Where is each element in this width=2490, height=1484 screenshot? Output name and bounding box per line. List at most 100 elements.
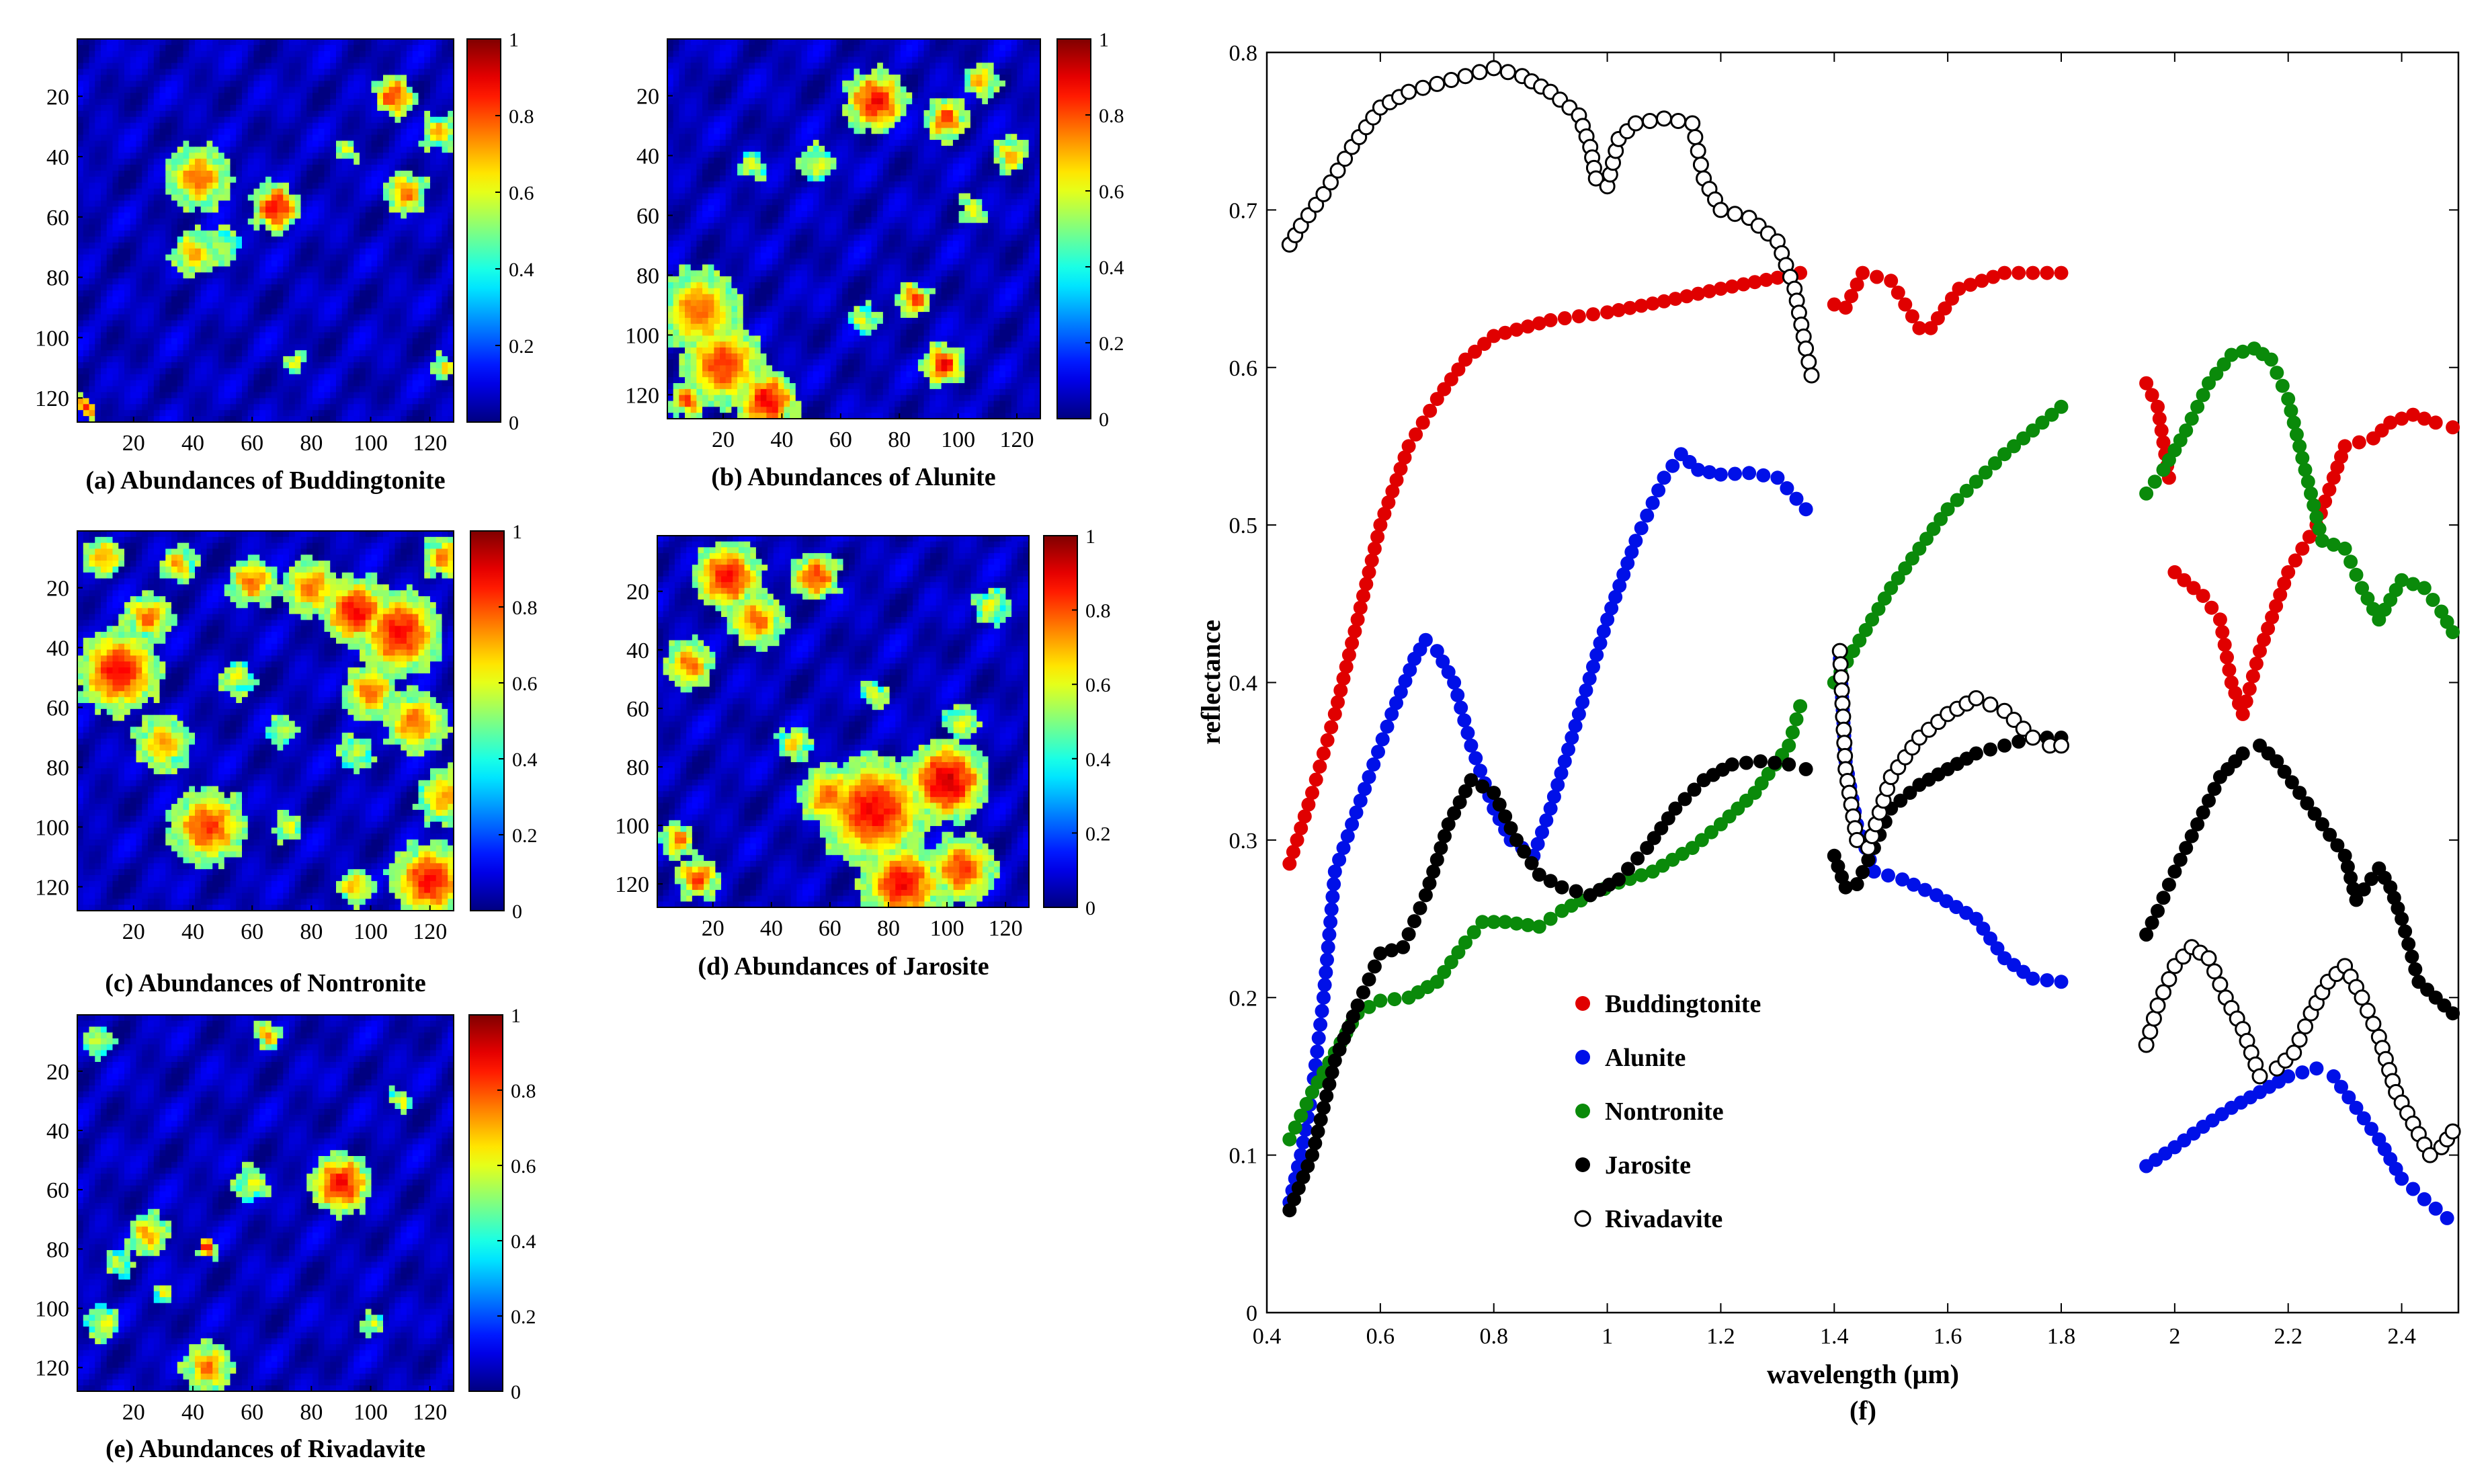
heatmap-cell: [283, 104, 290, 112]
heatmap-cell: [89, 344, 95, 351]
heatmap-cell: [964, 86, 971, 93]
heatmap-cell: [171, 63, 178, 70]
heatmap-cell: [737, 74, 744, 81]
heatmap-cell: [401, 320, 407, 327]
heatmap-cell: [183, 302, 190, 309]
heatmap-cell: [218, 200, 225, 207]
heatmap-cell: [306, 272, 313, 279]
heatmap-cell: [142, 380, 149, 387]
heatmap-cell: [360, 176, 366, 183]
heatmap-cell: [183, 290, 190, 297]
heatmap-cell: [83, 116, 90, 124]
heatmap-cell: [253, 44, 260, 52]
heatmap-cell: [148, 302, 155, 309]
heatmap-cell: [142, 260, 149, 267]
heatmap-cell: [360, 81, 366, 87]
heatmap-cell: [300, 39, 307, 46]
heatmap-cell: [300, 362, 307, 369]
heatmap-cell: [300, 374, 307, 381]
heatmap-cell: [860, 69, 866, 75]
heatmap-cell: [435, 104, 443, 112]
heatmap-cell: [294, 386, 302, 393]
heatmap-cell: [95, 398, 101, 405]
heatmap-cell: [341, 147, 349, 153]
heatmap-cell: [412, 374, 419, 381]
heatmap-cell: [330, 134, 337, 142]
heatmap-cell: [136, 104, 142, 112]
heatmap-cell: [667, 116, 674, 123]
heatmap-cell: [401, 116, 407, 124]
heatmap-cell: [807, 74, 814, 81]
heatmap-cell: [212, 212, 219, 219]
heatmap-cell: [424, 338, 431, 345]
heatmap-cell: [395, 374, 401, 381]
heatmap-cell: [283, 410, 290, 417]
heatmap-cell: [206, 356, 213, 363]
heatmap-cell: [112, 398, 119, 405]
heatmap-cell: [300, 368, 307, 375]
heatmap-cell: [253, 416, 260, 423]
heatmap-cell: [124, 75, 131, 81]
heatmap-cell: [271, 81, 278, 87]
heatmap-cell: [165, 290, 172, 297]
heatmap-cell: [142, 386, 149, 393]
heatmap-cell: [336, 254, 343, 261]
heatmap-cell: [218, 290, 225, 297]
heatmap-cell: [153, 218, 161, 225]
heatmap-cell: [189, 416, 196, 423]
heatmap-cell: [124, 332, 131, 339]
heatmap-cell: [124, 231, 131, 237]
heatmap-cell: [265, 224, 272, 231]
heatmap-cell: [183, 314, 190, 321]
heatmap-cell: [313, 338, 319, 345]
heatmap-cell: [271, 224, 278, 231]
heatmap-cell: [448, 224, 454, 231]
heatmap-cell: [77, 153, 84, 159]
heatmap-cell: [253, 392, 260, 399]
heatmap-cell: [236, 122, 243, 130]
heatmap-cell: [236, 194, 243, 202]
heatmap-cell: [365, 153, 372, 159]
heatmap-cell: [177, 81, 184, 87]
heatmap-cell: [294, 284, 302, 291]
heatmap-cell: [318, 182, 325, 190]
heatmap-cell: [412, 320, 419, 327]
heatmap-cell: [749, 56, 755, 63]
heatmap-cell: [159, 326, 166, 333]
heatmap-cell: [388, 380, 396, 387]
heatmap-cell: [153, 398, 161, 405]
heatmap-cell: [159, 69, 166, 76]
heatmap-cell: [395, 110, 401, 118]
heatmap-cell: [206, 350, 213, 357]
heatmap-cell: [212, 290, 219, 297]
heatmap-cell: [760, 86, 767, 93]
heatmap-cell: [388, 122, 396, 130]
y-tick-label: 120: [35, 386, 69, 411]
heatmap-cell: [448, 50, 454, 58]
heatmap-cell: [159, 134, 166, 142]
heatmap-cell: [749, 39, 755, 46]
heatmap-cell: [212, 39, 219, 46]
heatmap-cell: [153, 182, 161, 190]
heatmap-cell: [772, 74, 779, 81]
heatmap-cell: [347, 159, 354, 165]
heatmap-cell: [242, 350, 249, 357]
heatmap-cell: [165, 236, 172, 243]
heatmap-cell: [230, 326, 237, 333]
heatmap-cell: [294, 110, 302, 118]
heatmap-cell: [819, 110, 825, 117]
heatmap-cell: [964, 44, 971, 52]
heatmap-cell: [195, 236, 202, 243]
heatmap-cell: [1011, 74, 1018, 81]
heatmap-cell: [247, 404, 255, 411]
heatmap-cell: [195, 224, 202, 231]
heatmap-cell: [253, 272, 260, 279]
heatmap-cell: [947, 80, 954, 87]
heatmap-cell: [371, 320, 378, 327]
heatmap-cell: [313, 69, 319, 76]
heatmap-cell: [923, 92, 930, 99]
heatmap-cell: [212, 188, 219, 196]
heatmap-cell: [725, 39, 732, 46]
heatmap-cell: [854, 50, 860, 58]
heatmap-cell: [183, 350, 190, 357]
